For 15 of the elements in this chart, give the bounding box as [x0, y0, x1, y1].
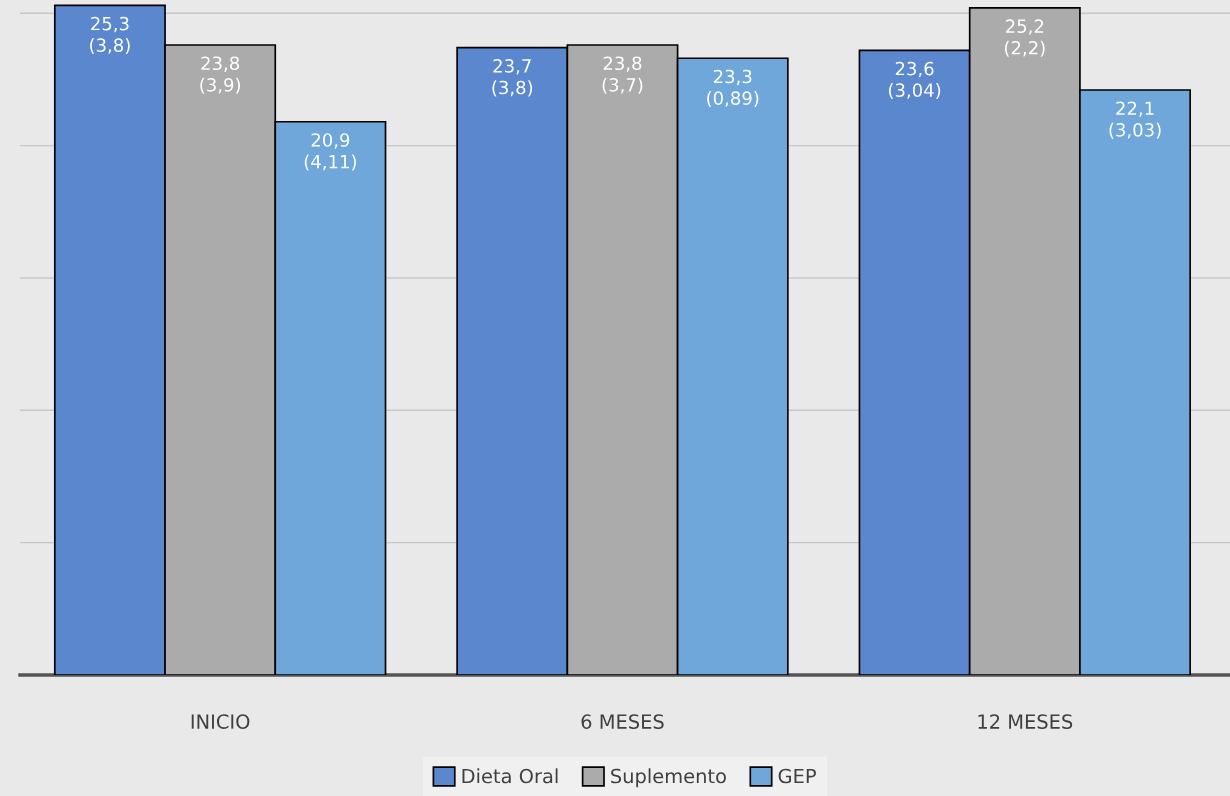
data-label: 25,3 (3,8): [90, 16, 130, 55]
data-label: 23,8 (3,7): [602, 56, 643, 94]
x-tick-label: 6 MESES: [581, 714, 664, 729]
x-tick-label: 12 MESES: [978, 714, 1073, 729]
data-label: 23,6 (3,04): [888, 61, 941, 100]
data-label: 25,2 (2,2): [1004, 19, 1045, 57]
x-tick-label: INICIO: [191, 714, 250, 729]
legend-label: Suplemento: [611, 768, 726, 788]
data-label: 23,8 (3,9): [200, 56, 241, 94]
legend-label: Dieta Oral: [462, 768, 558, 784]
data-label: 22,1 (3,03): [1109, 101, 1161, 139]
data-label: 20,9 (4,11): [304, 133, 356, 171]
data-label: 23,7 (3,8): [492, 59, 533, 97]
legend-label: GEP: [778, 768, 816, 784]
data-label: 23,3 (0,89): [707, 69, 759, 108]
